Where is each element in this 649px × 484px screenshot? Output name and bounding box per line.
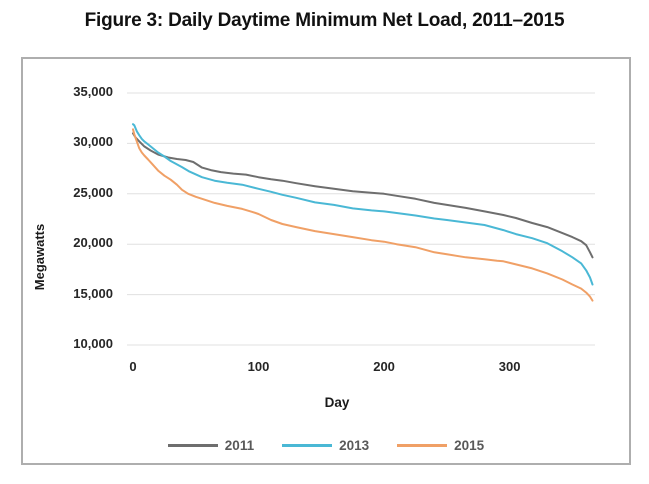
x-tick-label: 100 (247, 359, 270, 374)
y-tick-label: 15,000 (73, 285, 113, 301)
series-line-2015 (132, 128, 594, 302)
legend-item-2013: 2013 (282, 438, 369, 453)
legend-label: 2013 (339, 438, 370, 453)
chart-frame: Megawatts 35,000 30,000 25,000 20,000 15,000… (21, 57, 631, 465)
legend-swatch (167, 444, 218, 447)
x-axis-title: Day (324, 395, 350, 410)
legend-swatch (397, 444, 448, 447)
legend-label: 2011 (224, 438, 255, 453)
legend-label: 2015 (454, 438, 485, 453)
series-line-2011 (132, 132, 594, 259)
series-line-2013 (132, 123, 594, 286)
legend-item-2015: 2015 (397, 438, 484, 453)
legend: 2011 2013 2015 (23, 438, 629, 453)
x-tick-label: 0 (129, 359, 137, 374)
y-tick-label: 25,000 (73, 184, 113, 200)
y-tick-label: 30,000 (73, 134, 113, 150)
legend-item-2011: 2011 (167, 438, 255, 453)
y-tick-label: 20,000 (73, 235, 113, 251)
x-tick-label: 200 (373, 359, 395, 374)
y-tick-label: 35,000 (73, 84, 113, 99)
x-tick-label: 300 (498, 359, 521, 374)
figure-title: Figure 3: Daily Daytime Minimum Net Load… (84, 10, 565, 31)
legend-swatch (282, 444, 333, 447)
y-tick-label: 10,000 (73, 336, 113, 351)
plot-area (127, 92, 595, 346)
